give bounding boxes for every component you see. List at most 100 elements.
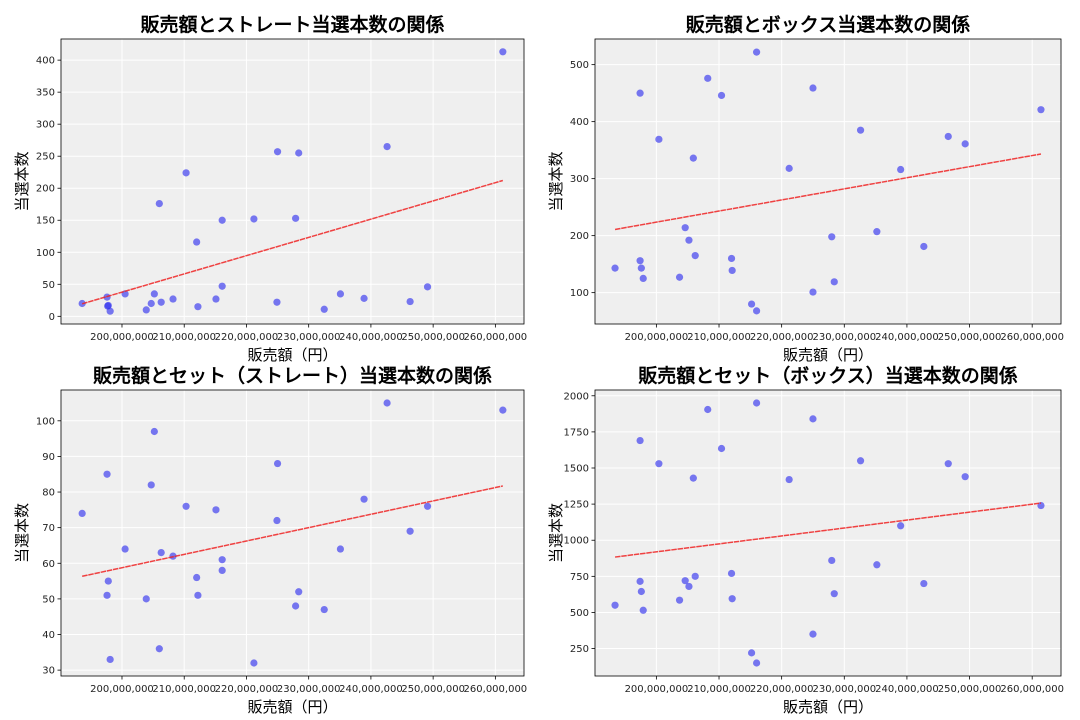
- data-point: [142, 595, 150, 603]
- data-point: [691, 572, 699, 580]
- y-tick-label: 200: [36, 184, 55, 195]
- data-point: [336, 545, 345, 553]
- data-point: [897, 522, 905, 530]
- y-tick-label: 250: [570, 644, 589, 655]
- data-point: [106, 655, 114, 664]
- data-point: [704, 74, 712, 82]
- data-point: [150, 290, 158, 298]
- y-tick-label: 500: [570, 608, 589, 619]
- plot-frame: [60, 38, 525, 325]
- x-axis-label: 販売額（円）: [247, 698, 337, 716]
- y-tick-label: 100: [570, 288, 589, 299]
- data-point: [828, 233, 836, 241]
- x-tick-label: 240,000,000: [339, 684, 403, 695]
- data-point: [637, 264, 645, 272]
- y-axis-label: 当選本数: [547, 151, 565, 211]
- y-tick-label: 750: [570, 572, 589, 583]
- data-point: [856, 126, 865, 134]
- data-point: [944, 132, 952, 141]
- chart-title: 販売額とセット（ボックス）当選本数の関係: [638, 364, 1017, 387]
- data-point: [155, 199, 163, 208]
- x-tick-label: 250,000,000: [401, 684, 465, 695]
- data-point: [809, 84, 817, 92]
- data-point: [103, 470, 111, 478]
- data-point: [194, 303, 202, 311]
- data-point: [103, 591, 111, 599]
- y-tick-label: 0: [49, 312, 55, 323]
- data-point: [273, 298, 281, 306]
- x-tick-label: 210,000,000: [687, 332, 751, 343]
- data-point: [157, 548, 165, 557]
- data-point: [182, 169, 190, 177]
- x-tick-label: 250,000,000: [401, 332, 465, 343]
- y-tick-label: 1750: [564, 427, 589, 438]
- data-point: [320, 605, 328, 614]
- data-point: [121, 545, 129, 553]
- data-point: [717, 91, 726, 100]
- data-point: [155, 645, 163, 653]
- data-point: [250, 215, 258, 223]
- trend-line: [614, 502, 1042, 558]
- x-tick-label: 200,000,000: [625, 684, 689, 695]
- data-point: [944, 460, 952, 468]
- data-point: [727, 569, 736, 578]
- y-tick-label: 90: [42, 452, 55, 463]
- data-point: [193, 573, 201, 582]
- x-tick-label: 260,000,000: [1000, 684, 1064, 695]
- data-point: [897, 165, 905, 174]
- y-tick-label: 250: [36, 152, 55, 163]
- trend-line: [82, 485, 503, 578]
- data-point: [728, 266, 736, 275]
- x-tick-label: 250,000,000: [938, 332, 1002, 343]
- plot-frame: [594, 38, 1062, 325]
- data-point: [785, 475, 793, 484]
- data-point: [250, 659, 258, 667]
- data-point: [685, 582, 693, 591]
- y-axis-label: 当選本数: [13, 151, 31, 211]
- plot-area: [61, 39, 524, 324]
- data-point: [752, 659, 761, 667]
- data-point: [611, 601, 619, 609]
- data-point: [639, 606, 647, 614]
- data-point: [360, 495, 368, 503]
- x-tick-label: 240,000,000: [875, 684, 939, 695]
- x-tick-label: 220,000,000: [215, 332, 279, 343]
- data-point: [193, 238, 201, 246]
- plot-frame: [594, 389, 1062, 677]
- x-tick-label: 230,000,000: [277, 332, 341, 343]
- y-tick-label: 50: [42, 280, 55, 291]
- data-point: [655, 460, 663, 468]
- data-point: [873, 561, 881, 569]
- y-tick-label: 300: [36, 120, 55, 131]
- data-point: [295, 588, 303, 596]
- y-tick-label: 60: [42, 559, 55, 570]
- data-point: [685, 236, 693, 244]
- x-tick-label: 230,000,000: [812, 684, 876, 695]
- data-point: [681, 224, 689, 232]
- data-point: [383, 399, 391, 407]
- subplot-1: 200,000,000210,000,000220,000,000230,000…: [13, 13, 527, 364]
- data-point: [336, 290, 345, 298]
- data-point: [639, 274, 647, 282]
- x-tick-label: 260,000,000: [464, 684, 528, 695]
- data-point: [689, 474, 697, 482]
- trend-line: [614, 153, 1042, 231]
- y-tick-label: 150: [36, 216, 55, 227]
- subplot-2: 200,000,000 210,000,000 220,000,000 230,000…: [547, 13, 1064, 364]
- x-tick-label: 230,000,000: [277, 684, 341, 695]
- y-tick-label: 200: [570, 231, 589, 242]
- data-point: [636, 257, 644, 265]
- x-tick-label: 240,000,000: [875, 332, 939, 343]
- data-point: [681, 577, 689, 585]
- data-point: [499, 48, 507, 56]
- x-tick-label: 220,000,000: [215, 684, 279, 695]
- data-point: [1037, 106, 1045, 114]
- plot-area: [61, 390, 524, 676]
- y-tick-label: 50: [42, 594, 55, 605]
- data-point: [104, 301, 112, 310]
- x-axis-label: 販売額（円）: [247, 346, 337, 364]
- data-point: [194, 591, 202, 599]
- x-tick-label: 250,000,000: [938, 684, 1002, 695]
- x-tick-label: 260,000,000: [1000, 332, 1064, 343]
- data-point: [752, 307, 761, 315]
